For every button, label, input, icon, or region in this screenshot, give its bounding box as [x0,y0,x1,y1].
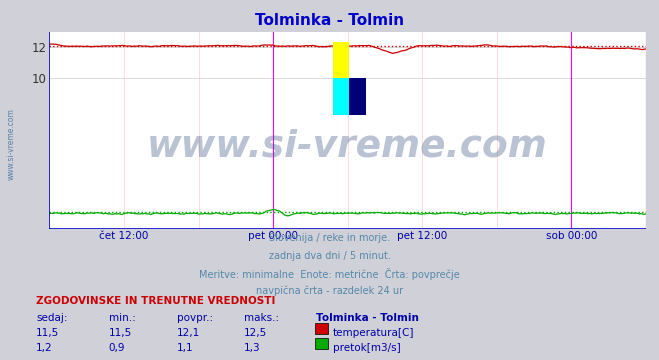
Text: navpična črta - razdelek 24 ur: navpična črta - razdelek 24 ur [256,285,403,296]
Text: sedaj:: sedaj: [36,313,68,323]
Text: 12,5: 12,5 [244,328,267,338]
Text: www.si-vreme.com: www.si-vreme.com [7,108,16,180]
Text: zadnja dva dni / 5 minut.: zadnja dva dni / 5 minut. [269,251,390,261]
Text: 11,5: 11,5 [36,328,59,338]
Text: 1,3: 1,3 [244,343,260,354]
Text: ZGODOVINSKE IN TRENUTNE VREDNOSTI: ZGODOVINSKE IN TRENUTNE VREDNOSTI [36,296,275,306]
Text: 0,9: 0,9 [109,343,125,354]
Text: 12,1: 12,1 [177,328,200,338]
FancyBboxPatch shape [333,42,349,77]
Text: temperatura[C]: temperatura[C] [333,328,415,338]
Text: pretok[m3/s]: pretok[m3/s] [333,343,401,354]
FancyBboxPatch shape [333,77,349,115]
Text: 1,1: 1,1 [177,343,193,354]
Text: 11,5: 11,5 [109,328,132,338]
Text: min.:: min.: [109,313,136,323]
Text: Tolminka - Tolmin: Tolminka - Tolmin [316,313,419,323]
Text: 1,2: 1,2 [36,343,53,354]
Text: povpr.:: povpr.: [177,313,213,323]
Text: Tolminka - Tolmin: Tolminka - Tolmin [255,13,404,28]
Text: Slovenija / reke in morje.: Slovenija / reke in morje. [269,233,390,243]
Text: www.si-vreme.com: www.si-vreme.com [147,128,548,164]
FancyBboxPatch shape [349,77,366,115]
Text: maks.:: maks.: [244,313,279,323]
Text: Meritve: minimalne  Enote: metrične  Črta: povprečje: Meritve: minimalne Enote: metrične Črta:… [199,268,460,280]
